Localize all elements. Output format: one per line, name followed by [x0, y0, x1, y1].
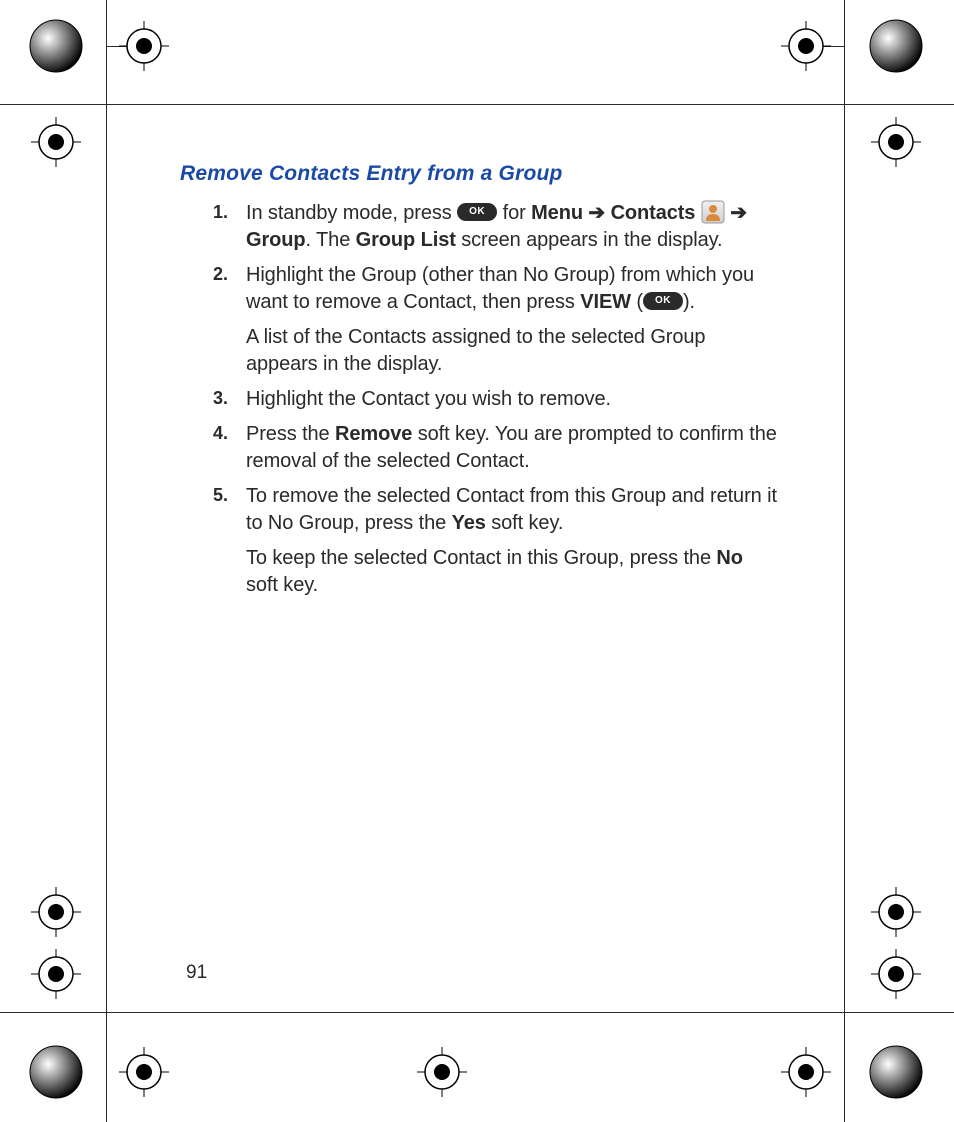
ok-button-icon: OK	[457, 203, 497, 221]
step-body: Highlight the Contact you wish to remove…	[246, 386, 780, 413]
step-paragraph: To keep the selected Contact in this Gro…	[246, 545, 780, 599]
step-paragraph: In standby mode, press OK for Menu ➔ Con…	[246, 200, 780, 254]
arrow-icon: ➔	[730, 202, 747, 224]
page-number: 91	[186, 962, 207, 984]
step-body: In standby mode, press OK for Menu ➔ Con…	[246, 200, 780, 254]
step-item: 1.In standby mode, press OK for Menu ➔ C…	[180, 200, 780, 254]
step-paragraph: Press the Remove soft key. You are promp…	[246, 421, 780, 475]
bold-text: Remove	[335, 423, 412, 445]
registration-target-icon	[31, 887, 81, 942]
step-body: Highlight the Group (other than No Group…	[246, 262, 780, 378]
registration-target-icon	[31, 117, 81, 172]
step-number: 1.	[180, 200, 246, 224]
crop-vrule-right	[844, 0, 845, 1122]
step-paragraph: Highlight the Contact you wish to remove…	[246, 386, 780, 413]
registration-sphere-icon	[869, 19, 923, 78]
bold-text: Group	[246, 229, 306, 251]
registration-target-icon	[119, 21, 169, 76]
bold-text: Menu	[531, 202, 583, 224]
step-item: 3.Highlight the Contact you wish to remo…	[180, 386, 780, 413]
bold-text: Group List	[356, 229, 456, 251]
step-number: 4.	[180, 421, 246, 445]
registration-target-icon	[417, 1047, 467, 1102]
registration-target-icon	[871, 117, 921, 172]
page-content: Remove Contacts Entry from a Group 1.In …	[180, 162, 780, 607]
step-paragraph: Highlight the Group (other than No Group…	[246, 262, 780, 316]
registration-target-icon	[31, 949, 81, 1004]
arrow-icon: ➔	[588, 202, 605, 224]
registration-target-icon	[871, 949, 921, 1004]
bold-text: Yes	[452, 512, 486, 534]
registration-target-icon	[781, 1047, 831, 1102]
step-number: 2.	[180, 262, 246, 286]
bold-text: VIEW	[580, 291, 631, 313]
step-body: Press the Remove soft key. You are promp…	[246, 421, 780, 475]
step-item: 2.Highlight the Group (other than No Gro…	[180, 262, 780, 378]
step-item: 5.To remove the selected Contact from th…	[180, 483, 780, 599]
crop-hrule-bottom	[0, 1012, 954, 1013]
step-paragraph: To remove the selected Contact from this…	[246, 483, 780, 537]
registration-sphere-icon	[29, 19, 83, 78]
crop-hrule-top	[0, 104, 954, 105]
registration-target-icon	[871, 887, 921, 942]
step-item: 4.Press the Remove soft key. You are pro…	[180, 421, 780, 475]
registration-target-icon	[119, 1047, 169, 1102]
step-body: To remove the selected Contact from this…	[246, 483, 780, 599]
bold-text: No	[716, 547, 742, 569]
registration-sphere-icon	[869, 1045, 923, 1104]
bold-text: Contacts	[611, 202, 696, 224]
section-heading: Remove Contacts Entry from a Group	[180, 162, 780, 186]
registration-target-icon	[781, 21, 831, 76]
step-number: 3.	[180, 386, 246, 410]
step-number: 5.	[180, 483, 246, 507]
step-paragraph: A list of the Contacts assigned to the s…	[246, 324, 780, 378]
contacts-icon	[701, 200, 725, 224]
ok-button-icon: OK	[643, 292, 683, 310]
steps-list: 1.In standby mode, press OK for Menu ➔ C…	[180, 200, 780, 599]
crop-vrule-left	[106, 0, 107, 1122]
registration-sphere-icon	[29, 1045, 83, 1104]
